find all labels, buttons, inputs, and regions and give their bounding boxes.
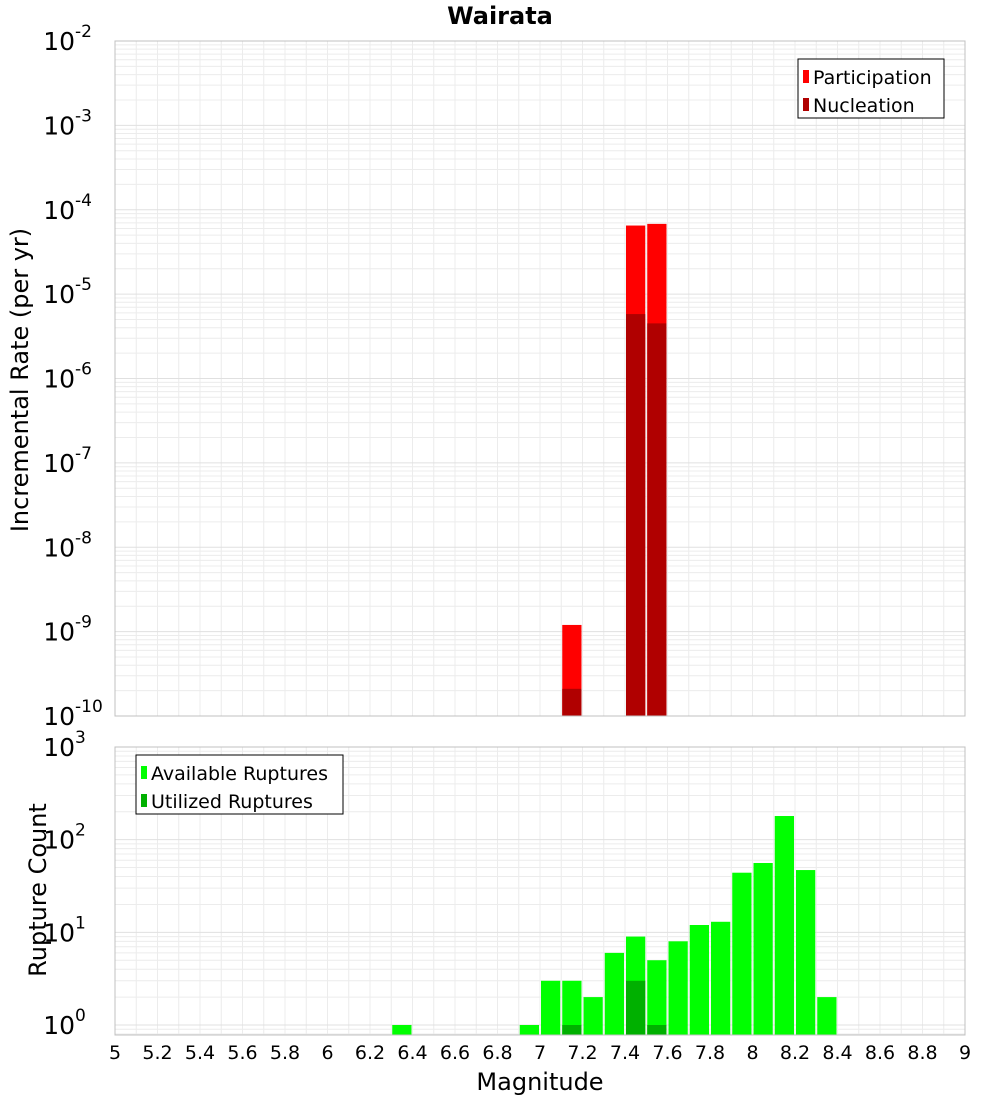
y-tick-exponent: -6 [75, 360, 92, 380]
legend-label: Participation [813, 67, 932, 89]
y-tick-label: 10 [43, 1011, 75, 1040]
y-tick-exponent: -5 [75, 275, 92, 295]
available-ruptures-bar [562, 980, 582, 1035]
x-tick-label: 6 [321, 1042, 333, 1064]
legend-swatch [141, 794, 147, 807]
x-tick-label: 5.8 [270, 1042, 300, 1064]
count-bars [392, 816, 837, 1035]
y-tick-exponent: -4 [75, 191, 92, 211]
x-tick-label: 8 [746, 1042, 758, 1064]
y-tick-label: 10 [43, 196, 75, 225]
legend-box [135, 754, 344, 815]
legend-label: Nucleation [813, 95, 915, 117]
legend-swatch [141, 766, 147, 779]
utilized-ruptures-bar [626, 980, 646, 1035]
y-tick-label: 10 [43, 826, 75, 855]
legend-label: Available Ruptures [151, 763, 328, 785]
nucleation-bar [626, 314, 646, 716]
available-ruptures-bar [817, 997, 837, 1035]
y-tick-label: 10 [43, 533, 75, 562]
y-tick-label: 10 [43, 702, 75, 731]
legend-swatch [803, 70, 809, 83]
available-ruptures-bar [541, 980, 561, 1035]
nucleation-bar [647, 323, 667, 716]
available-ruptures-bar [732, 872, 752, 1035]
available-ruptures-bar [604, 952, 624, 1035]
y-tick-exponent: 2 [75, 821, 86, 841]
utilized-ruptures-bar [647, 1025, 667, 1035]
x-tick-label: 5.4 [185, 1042, 215, 1064]
legend-swatch [803, 98, 809, 111]
magnitude-x-ticks: 5 5.2 5.4 5.6 5.8 6 6.2 6.4 6.6 6.8 7 7.2 7.4 7.6 7.8 8… [109, 1042, 971, 1064]
x-tick-label: 6.4 [397, 1042, 427, 1064]
available-ruptures-bar [647, 960, 667, 1035]
y-tick-exponent: -7 [75, 444, 92, 464]
available-ruptures-bar [668, 941, 688, 1035]
x-axis-label: Magnitude [476, 1068, 603, 1096]
y-tick-exponent: -10 [75, 697, 103, 717]
y-tick-label: 10 [43, 618, 75, 647]
x-tick-label: 7.8 [695, 1042, 725, 1064]
x-tick-label: 7 [534, 1042, 546, 1064]
available-ruptures-bar [753, 863, 773, 1035]
y-tick-label: 10 [43, 365, 75, 394]
available-ruptures-bar [583, 997, 603, 1035]
y-tick-label: 10 [43, 733, 75, 762]
y-tick-exponent: 1 [75, 913, 86, 933]
y-tick-exponent: 0 [75, 1006, 86, 1026]
y-tick-exponent: 3 [75, 728, 86, 748]
utilized-ruptures-bar [562, 1025, 582, 1035]
available-ruptures-bar [796, 870, 816, 1035]
legend-label: Utilized Ruptures [151, 791, 313, 813]
rate-y-axis-label: Incremental Rate (per yr) [6, 228, 34, 532]
y-tick-exponent: -2 [75, 22, 92, 42]
x-tick-label: 6.2 [355, 1042, 385, 1064]
y-tick-label: 10 [43, 449, 75, 478]
legend-box [797, 58, 945, 119]
x-tick-label: 8.2 [780, 1042, 810, 1064]
count-plot-frame [114, 746, 966, 1036]
y-tick-exponent: -9 [75, 613, 92, 633]
x-tick-label: 5.6 [227, 1042, 257, 1064]
available-ruptures-bar [689, 924, 709, 1035]
x-tick-label: 5 [109, 1042, 121, 1064]
x-tick-label: 8.4 [822, 1042, 852, 1064]
y-tick-label: 10 [43, 111, 75, 140]
x-tick-label: 6.6 [440, 1042, 470, 1064]
y-tick-label: 10 [43, 918, 75, 947]
x-tick-label: 7.6 [652, 1042, 682, 1064]
count-y-axis-label: Rupture Count [24, 803, 52, 977]
rate-legend: Participation Nucleation [797, 58, 945, 119]
available-ruptures-bar [392, 1025, 412, 1035]
available-ruptures-bar [519, 1025, 539, 1035]
x-tick-label: 8.8 [907, 1042, 937, 1064]
count-legend: Available Ruptures Utilized Ruptures [135, 754, 344, 815]
available-ruptures-bar [774, 816, 794, 1035]
available-ruptures-bar [711, 921, 731, 1035]
y-tick-label: 10 [43, 27, 75, 56]
y-tick-exponent: -8 [75, 528, 92, 548]
x-tick-label: 9 [959, 1042, 971, 1064]
rate-bars [562, 223, 667, 716]
y-tick-exponent: -3 [75, 106, 92, 126]
y-tick-label: 10 [43, 280, 75, 309]
x-tick-label: 7.2 [567, 1042, 597, 1064]
rate-plot-frame [114, 40, 966, 717]
x-tick-label: 7.4 [610, 1042, 640, 1064]
x-tick-label: 8.6 [865, 1042, 895, 1064]
x-tick-label: 6.8 [482, 1042, 512, 1064]
x-tick-label: 5.2 [142, 1042, 172, 1064]
rate-gridlines [114, 40, 966, 717]
chart-title: Wairata [447, 2, 553, 30]
nucleation-bar [562, 688, 582, 716]
